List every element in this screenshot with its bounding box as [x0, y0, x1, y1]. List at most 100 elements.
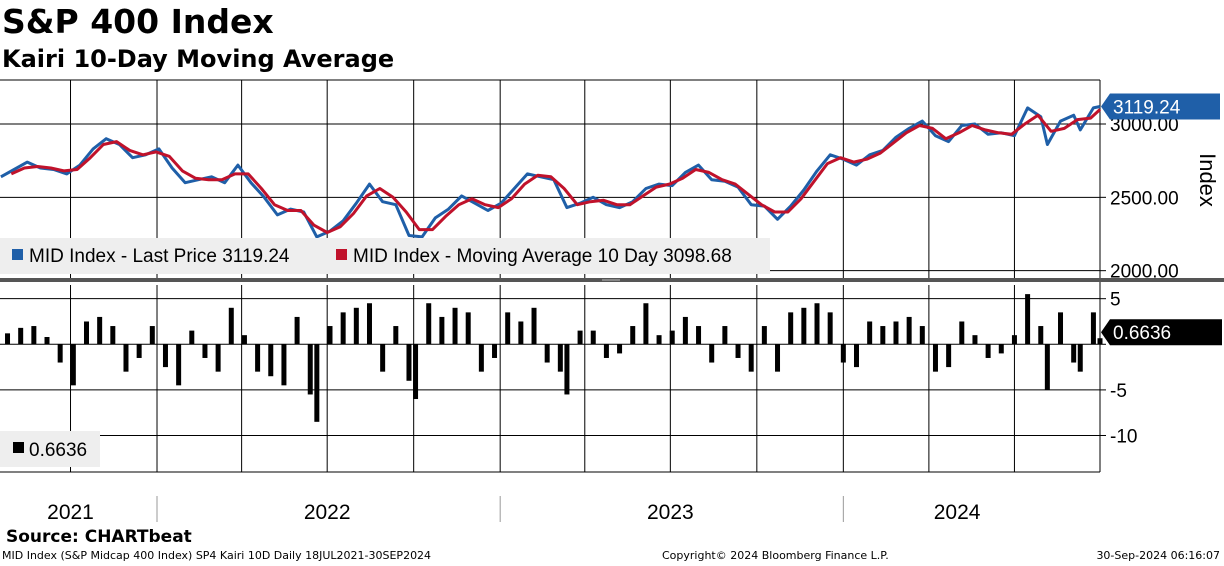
kairi-bar — [31, 326, 37, 345]
kairi-bar — [406, 344, 412, 381]
copyright-notice: Copyright© 2024 Bloomberg Finance L.P. — [662, 549, 889, 562]
kairi-bar — [380, 344, 386, 372]
legend-swatch-price — [12, 249, 23, 260]
kairi-bar — [709, 344, 715, 363]
kairi-bar — [492, 344, 498, 358]
kairi-bar — [1044, 344, 1050, 390]
kairi-bar — [906, 316, 912, 345]
last-price-label: 3119.24 — [1113, 98, 1181, 119]
x-year-label: 2021 — [47, 501, 94, 524]
kairi-bar — [176, 344, 182, 386]
kairi-bar — [110, 326, 116, 345]
kairi-bar — [682, 316, 688, 345]
moving-average-line — [10, 108, 1102, 234]
kairi-bar — [215, 344, 221, 372]
kairi-bar — [867, 321, 873, 345]
kairi-bar — [788, 312, 794, 345]
top-legend-box — [0, 238, 770, 274]
kairi-bar — [577, 330, 583, 345]
last-kairi-label: 0.6636 — [1113, 323, 1171, 344]
kairi-bar — [1077, 344, 1083, 372]
kairi-bar — [827, 312, 833, 345]
y-tick-label: 2000.00 — [1110, 262, 1179, 283]
kairi-bar — [5, 333, 11, 345]
kairi-bar — [985, 344, 991, 358]
kairi-bar — [946, 344, 952, 368]
kairi-bar — [393, 326, 399, 345]
kairi-bar — [544, 344, 550, 363]
legend-label: MID Index - Moving Average 10 Day 3098.6… — [353, 246, 732, 267]
kairi-bar — [97, 316, 103, 345]
chart-description: MID Index (S&P Midcap 400 Index) SP4 Kai… — [2, 549, 432, 562]
kairi-bar — [919, 326, 925, 345]
kairi-bar — [44, 336, 50, 345]
y-tick-label: 2500.00 — [1110, 188, 1179, 209]
kairi-bar — [814, 303, 820, 345]
kairi-bar — [735, 344, 741, 358]
legend-label: MID Index - Last Price 3119.24 — [29, 246, 290, 267]
kairi-bar — [189, 330, 195, 345]
last-kairi-flag — [1101, 319, 1222, 346]
kairi-bar — [255, 344, 261, 372]
kairi-bar — [590, 330, 596, 345]
kairi-bar — [136, 344, 142, 358]
kairi-bar — [268, 344, 274, 377]
kairi-bar — [353, 307, 359, 345]
kairi-bar — [1011, 335, 1017, 345]
kairi-bar — [281, 344, 287, 386]
kairi-bar — [722, 326, 728, 345]
kairi-bar — [241, 335, 247, 345]
kairi-bar — [853, 344, 859, 368]
y-tick-label: -10 — [1110, 427, 1137, 448]
last-price-flag — [1101, 93, 1220, 120]
kairi-bar — [228, 307, 234, 345]
kairi-bar — [617, 344, 623, 354]
kairi-bar — [294, 316, 300, 345]
kairi-bar — [893, 321, 899, 345]
kairi-bar — [413, 344, 419, 400]
kairi-bar — [439, 316, 445, 345]
kairi-bar — [630, 326, 636, 345]
chart-title: S&P 400 Index — [2, 2, 274, 41]
kairi-bar — [840, 344, 846, 363]
legend-swatch-ma — [336, 249, 347, 260]
kairi-bar — [465, 312, 471, 345]
kairi-bar — [426, 303, 432, 345]
kairi-bar — [1025, 294, 1031, 345]
kairi-bar — [202, 344, 208, 358]
kairi-bar — [998, 344, 1004, 354]
kairi-bar — [1038, 326, 1044, 345]
kairi-bar — [1097, 338, 1103, 345]
legend-label: 0.6636 — [29, 440, 87, 461]
kairi-bar — [557, 344, 563, 372]
kairi-bar — [775, 344, 781, 372]
y-tick-label: -5 — [1110, 381, 1127, 402]
kairi-bar — [959, 321, 965, 345]
kairi-bar — [307, 344, 313, 395]
kairi-bar — [932, 344, 938, 372]
timestamp: 30-Sep-2024 06:16:07 — [1096, 549, 1220, 562]
kairi-bar — [452, 307, 458, 345]
kairi-bar — [748, 344, 754, 372]
kairi-bar — [1058, 312, 1064, 345]
y-tick-label: 5 — [1110, 290, 1121, 311]
kairi-bar — [478, 344, 484, 372]
kairi-bar — [643, 303, 649, 345]
y-tick-label: 3000.00 — [1110, 115, 1179, 136]
kairi-bar — [518, 321, 524, 345]
kairi-bar — [972, 335, 978, 345]
kairi-bar — [57, 344, 63, 363]
kairi-bar — [505, 312, 511, 345]
kairi-bar — [340, 312, 346, 345]
y-axis-label: Index — [1195, 153, 1220, 207]
kairi-bar — [801, 307, 807, 345]
kairi-bar — [1071, 344, 1077, 363]
kairi-bar — [70, 344, 76, 386]
source-label: Source: CHARTbeat — [6, 527, 192, 547]
x-year-label: 2024 — [934, 501, 981, 524]
kairi-bar — [761, 326, 767, 345]
kairi-bar — [83, 321, 89, 345]
kairi-bar — [123, 344, 129, 372]
kairi-bar — [366, 303, 372, 345]
